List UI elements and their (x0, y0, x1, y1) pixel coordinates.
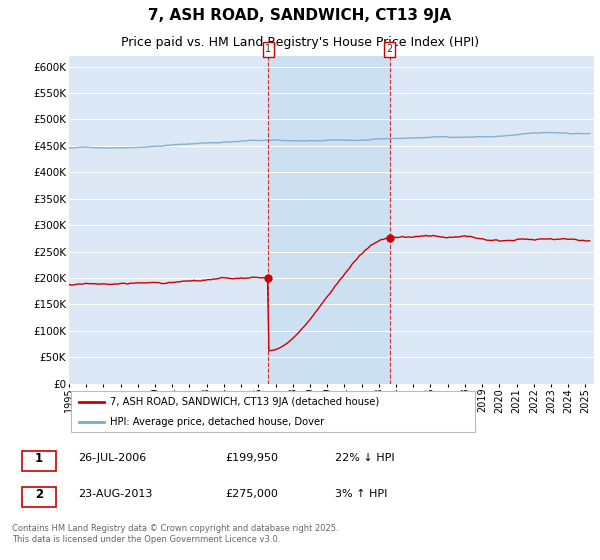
Text: £275,000: £275,000 (225, 489, 278, 500)
Text: 3% ↑ HPI: 3% ↑ HPI (335, 489, 387, 500)
Text: 2: 2 (387, 44, 393, 54)
Text: 1: 1 (35, 452, 43, 465)
FancyBboxPatch shape (71, 391, 475, 432)
Text: 26-JUL-2006: 26-JUL-2006 (78, 454, 146, 464)
Text: 1: 1 (265, 44, 271, 54)
Text: 7, ASH ROAD, SANDWICH, CT13 9JA: 7, ASH ROAD, SANDWICH, CT13 9JA (148, 8, 452, 23)
FancyBboxPatch shape (22, 487, 56, 507)
Text: HPI: Average price, detached house, Dover: HPI: Average price, detached house, Dove… (110, 417, 324, 427)
FancyBboxPatch shape (22, 451, 56, 472)
Text: 7, ASH ROAD, SANDWICH, CT13 9JA (detached house): 7, ASH ROAD, SANDWICH, CT13 9JA (detache… (110, 396, 379, 407)
Text: 2: 2 (35, 488, 43, 501)
Bar (268, 56, 390, 384)
Text: 23-AUG-2013: 23-AUG-2013 (78, 489, 152, 500)
Text: £199,950: £199,950 (225, 454, 278, 464)
Text: Price paid vs. HM Land Registry's House Price Index (HPI): Price paid vs. HM Land Registry's House … (121, 36, 479, 49)
Text: Contains HM Land Registry data © Crown copyright and database right 2025.
This d: Contains HM Land Registry data © Crown c… (12, 524, 338, 544)
Text: 22% ↓ HPI: 22% ↓ HPI (335, 454, 394, 464)
